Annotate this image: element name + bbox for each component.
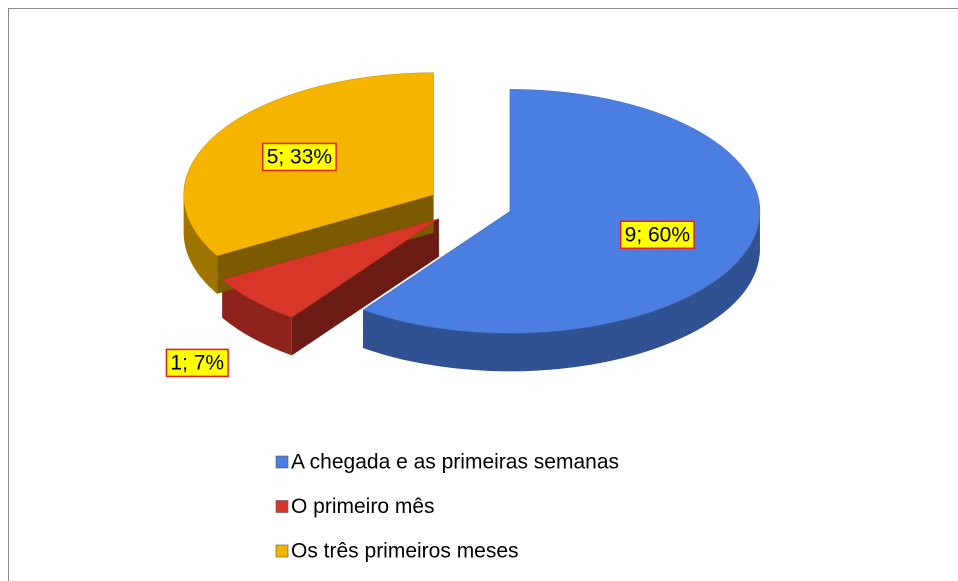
slice [221,218,439,318]
legend-swatch [275,455,289,469]
data-label-box: 1; 7% [165,348,229,378]
data-label-box: 9; 60% [619,220,695,250]
legend-label: Os três primeiros meses [291,540,519,563]
legend-label: O primeiro mês [291,495,435,518]
slice-outer-wall [183,194,218,294]
data-label: 9; 60% [625,223,690,246]
legend-label: A chegada e as primeiras semanas [291,451,619,474]
data-label: 5; 33% [267,145,332,168]
data-label-bg [165,348,229,378]
legend-swatch [275,500,289,513]
legend-swatch [275,544,289,558]
data-label-bg [261,142,337,172]
data-label-bg [619,220,695,250]
data-label: 1; 7% [170,351,224,374]
data-label-box: 5; 33% [261,142,337,172]
slice [362,89,761,334]
slice-outer-wall [222,279,292,356]
